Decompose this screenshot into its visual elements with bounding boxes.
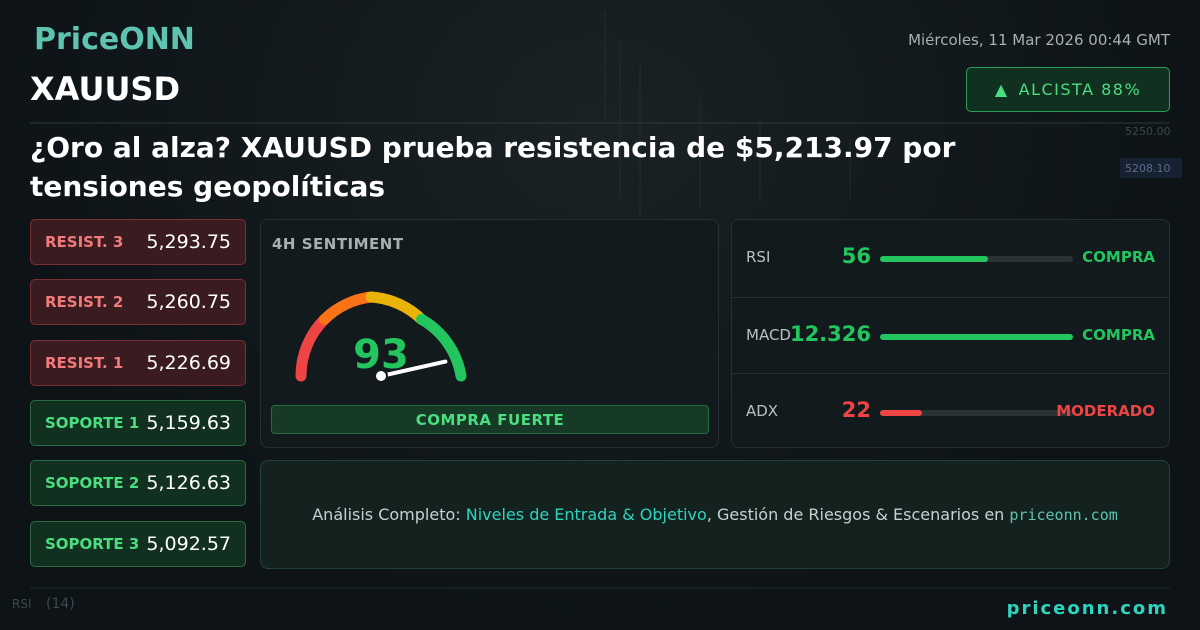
indicator-row: RSI 56 COMPRA [732, 220, 1169, 296]
level-value: 5,092.57 [146, 532, 231, 555]
bg-price: 5250.00 [1125, 125, 1171, 138]
level-box: RESIST. 2 5,260.75 [30, 279, 246, 326]
gauge-needle [379, 359, 448, 378]
level-box: RESIST. 1 5,226.69 [30, 339, 246, 386]
cta-site[interactable]: priceonn.com [1009, 505, 1118, 524]
trend-text: ALCISTA 88% [1018, 80, 1142, 99]
indicator-bar [880, 256, 989, 262]
indicator-status: COMPRA [1082, 325, 1155, 344]
level-label: RESIST. 2 [45, 293, 124, 312]
sentiment-title: 4H SENTIMENT [272, 235, 404, 253]
indicator-bar [880, 333, 1073, 340]
level-box: RESIST. 3 5,293.75 [30, 219, 246, 265]
footer-site[interactable]: priceonn.com [1006, 598, 1168, 619]
symbol: XAUUSD [30, 70, 181, 108]
indicator-bar [880, 410, 923, 416]
indicator-name: RSI [746, 248, 771, 266]
indicator-row: MACD 12.326 COMPRA [732, 296, 1169, 374]
bg-period: (14) [46, 596, 75, 612]
indicator-name: MACD [746, 325, 791, 344]
indicator-status: COMPRA [1082, 248, 1155, 266]
level-value: 5,226.69 [146, 351, 231, 374]
level-label: SOPORTE 3 [45, 534, 140, 553]
cta-banner: Análisis Completo: Niveles de Entrada & … [260, 460, 1170, 569]
level-label: SOPORTE 1 [45, 413, 140, 432]
indicator-name: ADX [746, 402, 779, 420]
trend-arrow: ▲ [994, 80, 1009, 99]
level-label: RESIST. 3 [45, 233, 124, 251]
indicator-track [880, 333, 1073, 340]
level-label: RESIST. 1 [45, 353, 124, 372]
cta-middle: , Gestión de Riesgos & Escenarios en [706, 505, 1010, 524]
indicator-value: 56 [841, 244, 871, 268]
trend-badge: ▲ ALCISTA 88% [966, 67, 1170, 112]
indicator-value: 22 [841, 398, 871, 422]
level-box: SOPORTE 2 5,126.63 [30, 460, 246, 507]
cta-prefix: Análisis Completo: [312, 505, 466, 524]
cta-highlight[interactable]: Niveles de Entrada & Objetivo [465, 505, 707, 524]
bg-price: 5208.10 [1125, 162, 1171, 175]
indicator-track [880, 256, 1073, 262]
level-label: SOPORTE 2 [45, 474, 140, 493]
sentiment-panel: 4H SENTIMENT 93 COMPRA FUERTE [260, 219, 719, 448]
indicator-track [880, 410, 1073, 416]
indicators-panel: RSI 56 COMPRA MACD 12.326 COMPRA ADX 22 MODERADO [731, 219, 1170, 448]
headline: ¿Oro al alza? XAUUSD prueba resistencia … [30, 131, 956, 203]
bg-indicator: RSI [12, 597, 32, 611]
level-box: SOPORTE 1 5,159.63 [30, 399, 246, 446]
level-box: SOPORTE 3 5,092.57 [30, 520, 246, 567]
indicator-status: MODERADO [1056, 402, 1155, 420]
level-value: 5,260.75 [146, 291, 231, 314]
brand-logo: PriceONN [34, 22, 195, 57]
level-value: 5,126.63 [146, 472, 231, 495]
level-value: 5,159.63 [146, 411, 231, 434]
level-value: 5,293.75 [146, 231, 231, 253]
sentiment-verdict: COMPRA FUERTE [271, 405, 709, 434]
indicator-row: ADX 22 MODERADO [732, 373, 1169, 450]
indicator-value: 12.326 [789, 321, 871, 346]
gauge: 93 [295, 291, 467, 383]
date: Miércoles, 11 Mar 2026 00:44 GMT [908, 31, 1170, 49]
